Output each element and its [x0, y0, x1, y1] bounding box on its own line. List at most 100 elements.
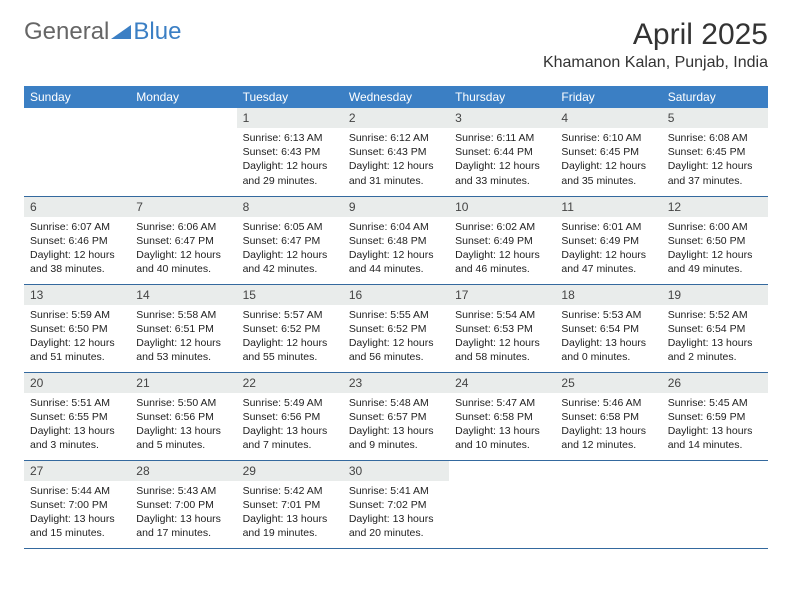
brand-triangle-icon [111, 23, 131, 39]
calendar-cell: 10Sunrise: 6:02 AMSunset: 6:49 PMDayligh… [449, 196, 555, 284]
day-details: Sunrise: 5:42 AMSunset: 7:01 PMDaylight:… [237, 481, 343, 545]
day-number: 22 [237, 373, 343, 393]
day-details: Sunrise: 6:06 AMSunset: 6:47 PMDaylight:… [130, 217, 236, 281]
day-number: 30 [343, 461, 449, 481]
calendar-cell: 23Sunrise: 5:48 AMSunset: 6:57 PMDayligh… [343, 372, 449, 460]
day-number: 21 [130, 373, 236, 393]
day-number: 17 [449, 285, 555, 305]
calendar-cell: 21Sunrise: 5:50 AMSunset: 6:56 PMDayligh… [130, 372, 236, 460]
weekday-header: Tuesday [237, 86, 343, 108]
day-number: 13 [24, 285, 130, 305]
day-details: Sunrise: 5:44 AMSunset: 7:00 PMDaylight:… [24, 481, 130, 545]
brand-part2: Blue [133, 18, 181, 46]
day-details: Sunrise: 6:08 AMSunset: 6:45 PMDaylight:… [662, 128, 768, 192]
calendar-cell: 29Sunrise: 5:42 AMSunset: 7:01 PMDayligh… [237, 460, 343, 548]
calendar-cell: 7Sunrise: 6:06 AMSunset: 6:47 PMDaylight… [130, 196, 236, 284]
calendar-cell: 12Sunrise: 6:00 AMSunset: 6:50 PMDayligh… [662, 196, 768, 284]
calendar-cell: 22Sunrise: 5:49 AMSunset: 6:56 PMDayligh… [237, 372, 343, 460]
day-number: 1 [237, 108, 343, 128]
day-details: Sunrise: 5:50 AMSunset: 6:56 PMDaylight:… [130, 393, 236, 457]
day-number: 3 [449, 108, 555, 128]
calendar-cell: .. [555, 460, 661, 548]
day-number: 7 [130, 197, 236, 217]
location-text: Khamanon Kalan, Punjab, India [543, 54, 768, 72]
day-details: Sunrise: 5:55 AMSunset: 6:52 PMDaylight:… [343, 305, 449, 369]
calendar-cell: .. [24, 108, 130, 196]
weekday-header: Wednesday [343, 86, 449, 108]
weekday-header: Thursday [449, 86, 555, 108]
calendar-cell: 5Sunrise: 6:08 AMSunset: 6:45 PMDaylight… [662, 108, 768, 196]
calendar-cell: 3Sunrise: 6:11 AMSunset: 6:44 PMDaylight… [449, 108, 555, 196]
day-number: 2 [343, 108, 449, 128]
day-details: Sunrise: 5:46 AMSunset: 6:58 PMDaylight:… [555, 393, 661, 457]
weekday-header: Sunday [24, 86, 130, 108]
day-details: Sunrise: 5:51 AMSunset: 6:55 PMDaylight:… [24, 393, 130, 457]
calendar-cell: 14Sunrise: 5:58 AMSunset: 6:51 PMDayligh… [130, 284, 236, 372]
day-details: Sunrise: 5:43 AMSunset: 7:00 PMDaylight:… [130, 481, 236, 545]
calendar-cell: 9Sunrise: 6:04 AMSunset: 6:48 PMDaylight… [343, 196, 449, 284]
calendar-cell: 25Sunrise: 5:46 AMSunset: 6:58 PMDayligh… [555, 372, 661, 460]
calendar-table: SundayMondayTuesdayWednesdayThursdayFrid… [24, 86, 768, 549]
brand-part1: General [24, 18, 109, 46]
day-number: 10 [449, 197, 555, 217]
calendar-week-row: 6Sunrise: 6:07 AMSunset: 6:46 PMDaylight… [24, 196, 768, 284]
calendar-cell: 15Sunrise: 5:57 AMSunset: 6:52 PMDayligh… [237, 284, 343, 372]
day-details: Sunrise: 6:02 AMSunset: 6:49 PMDaylight:… [449, 217, 555, 281]
calendar-week-row: 13Sunrise: 5:59 AMSunset: 6:50 PMDayligh… [24, 284, 768, 372]
calendar-cell: .. [449, 460, 555, 548]
day-number: 27 [24, 461, 130, 481]
day-number: 29 [237, 461, 343, 481]
day-number: 8 [237, 197, 343, 217]
weekday-header: Saturday [662, 86, 768, 108]
day-details: Sunrise: 5:53 AMSunset: 6:54 PMDaylight:… [555, 305, 661, 369]
day-details: Sunrise: 5:48 AMSunset: 6:57 PMDaylight:… [343, 393, 449, 457]
day-number: 26 [662, 373, 768, 393]
day-details: Sunrise: 6:05 AMSunset: 6:47 PMDaylight:… [237, 217, 343, 281]
day-number: 6 [24, 197, 130, 217]
calendar-head: SundayMondayTuesdayWednesdayThursdayFrid… [24, 86, 768, 108]
calendar-week-row: 20Sunrise: 5:51 AMSunset: 6:55 PMDayligh… [24, 372, 768, 460]
calendar-cell: .. [662, 460, 768, 548]
day-number: 25 [555, 373, 661, 393]
page-header: General Blue April 2025 Khamanon Kalan, … [24, 18, 768, 72]
calendar-cell: 16Sunrise: 5:55 AMSunset: 6:52 PMDayligh… [343, 284, 449, 372]
day-number: 9 [343, 197, 449, 217]
day-details: Sunrise: 6:11 AMSunset: 6:44 PMDaylight:… [449, 128, 555, 192]
calendar-cell: 27Sunrise: 5:44 AMSunset: 7:00 PMDayligh… [24, 460, 130, 548]
calendar-body: .... 1Sunrise: 6:13 AMSunset: 6:43 PMDayl… [24, 108, 768, 548]
brand-logo: General Blue [24, 18, 181, 46]
day-number: 24 [449, 373, 555, 393]
day-details: Sunrise: 5:41 AMSunset: 7:02 PMDaylight:… [343, 481, 449, 545]
day-number: 28 [130, 461, 236, 481]
day-number: 14 [130, 285, 236, 305]
day-details: Sunrise: 5:57 AMSunset: 6:52 PMDaylight:… [237, 305, 343, 369]
month-title: April 2025 [543, 18, 768, 52]
calendar-cell: 8Sunrise: 6:05 AMSunset: 6:47 PMDaylight… [237, 196, 343, 284]
title-block: April 2025 Khamanon Kalan, Punjab, India [543, 18, 768, 72]
calendar-cell: 18Sunrise: 5:53 AMSunset: 6:54 PMDayligh… [555, 284, 661, 372]
calendar-cell: 20Sunrise: 5:51 AMSunset: 6:55 PMDayligh… [24, 372, 130, 460]
day-details: Sunrise: 5:47 AMSunset: 6:58 PMDaylight:… [449, 393, 555, 457]
day-details: Sunrise: 5:58 AMSunset: 6:51 PMDaylight:… [130, 305, 236, 369]
day-number: 5 [662, 108, 768, 128]
day-details: Sunrise: 6:13 AMSunset: 6:43 PMDaylight:… [237, 128, 343, 192]
day-details: Sunrise: 6:10 AMSunset: 6:45 PMDaylight:… [555, 128, 661, 192]
calendar-cell: 13Sunrise: 5:59 AMSunset: 6:50 PMDayligh… [24, 284, 130, 372]
weekday-header: Friday [555, 86, 661, 108]
day-details: Sunrise: 6:07 AMSunset: 6:46 PMDaylight:… [24, 217, 130, 281]
weekday-row: SundayMondayTuesdayWednesdayThursdayFrid… [24, 86, 768, 108]
calendar-week-row: 27Sunrise: 5:44 AMSunset: 7:00 PMDayligh… [24, 460, 768, 548]
calendar-cell: 1Sunrise: 6:13 AMSunset: 6:43 PMDaylight… [237, 108, 343, 196]
calendar-cell: 2Sunrise: 6:12 AMSunset: 6:43 PMDaylight… [343, 108, 449, 196]
day-details: Sunrise: 5:45 AMSunset: 6:59 PMDaylight:… [662, 393, 768, 457]
day-number: 4 [555, 108, 661, 128]
day-number: 11 [555, 197, 661, 217]
calendar-cell: 28Sunrise: 5:43 AMSunset: 7:00 PMDayligh… [130, 460, 236, 548]
calendar-cell: 11Sunrise: 6:01 AMSunset: 6:49 PMDayligh… [555, 196, 661, 284]
day-details: Sunrise: 5:54 AMSunset: 6:53 PMDaylight:… [449, 305, 555, 369]
day-details: Sunrise: 6:00 AMSunset: 6:50 PMDaylight:… [662, 217, 768, 281]
day-details: Sunrise: 5:49 AMSunset: 6:56 PMDaylight:… [237, 393, 343, 457]
weekday-header: Monday [130, 86, 236, 108]
calendar-cell: 19Sunrise: 5:52 AMSunset: 6:54 PMDayligh… [662, 284, 768, 372]
day-details: Sunrise: 5:52 AMSunset: 6:54 PMDaylight:… [662, 305, 768, 369]
